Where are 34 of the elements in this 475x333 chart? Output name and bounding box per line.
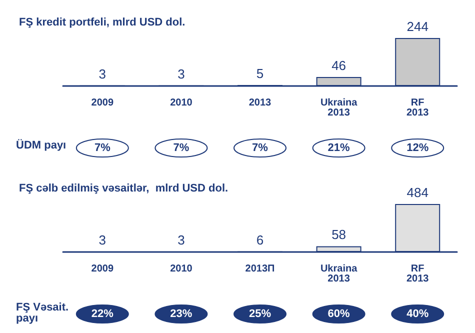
data-label: 484 [406,185,428,200]
text: 60% [328,308,350,320]
x-tick-label: 2013 [248,98,272,108]
x-tick-label: 2010 [170,264,193,274]
data-label: 244 [406,19,428,34]
text: 12% [406,142,429,154]
x-tick-label: 2009 [91,98,114,108]
chart-title: FŞ kredit portfeli, mlrd USD dol. [19,16,186,28]
text: ÜDM payı [16,138,66,152]
text: 22% [91,308,114,320]
data-label: 5 [256,66,264,82]
text: 21% [328,142,350,154]
chart-title: FŞ cəlb edilmiş vəsaitlər, mlrd USD dol. [19,182,228,194]
x-tick-label: Ukraina 2013 [320,264,358,284]
data-label: 3 [98,232,106,248]
x-tick-label: Ukraina 2013 [320,98,358,118]
data-label: 3 [98,66,106,82]
text: 25% [248,308,272,320]
data-label: 6 [256,232,264,248]
data-label: 58 [332,227,346,242]
text: 7% [173,142,190,154]
data-label: 3 [178,66,185,82]
data-label: 3 [178,232,185,248]
text: 40% [406,308,429,320]
x-tick-label: RF 2013 [406,98,430,118]
text: FŞ Vəsait. payı [16,302,69,324]
x-tick-label: RF 2013 [406,264,430,284]
text: 23% [170,308,192,320]
x-tick-label: 2010 [170,98,193,108]
x-tick-label: 2009 [91,264,114,274]
text: 7% [94,142,111,154]
x-tick-label: 2013П [245,264,275,274]
text: 7% [252,142,268,154]
data-label: 46 [332,58,346,73]
